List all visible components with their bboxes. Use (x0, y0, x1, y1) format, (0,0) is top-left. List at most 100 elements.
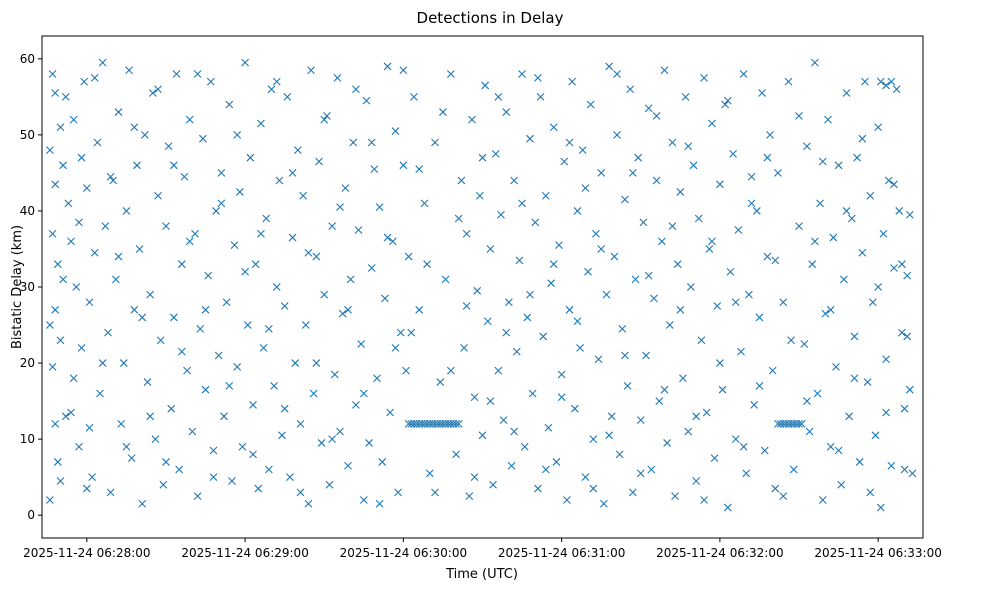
data-point (555, 241, 563, 250)
data-point (249, 450, 257, 459)
data-point (130, 305, 139, 314)
data-point (876, 503, 885, 512)
data-point (64, 199, 73, 208)
data-point (689, 161, 698, 170)
data-point (592, 229, 600, 238)
data-point (810, 237, 819, 246)
data-point (642, 351, 650, 360)
data-point (803, 397, 811, 405)
data-point (663, 439, 672, 447)
data-point (138, 499, 147, 508)
data-point (497, 210, 505, 219)
data-point (220, 412, 228, 421)
data-point (272, 77, 281, 86)
data-point (125, 66, 133, 75)
data-point (354, 226, 363, 234)
data-point (257, 119, 265, 128)
data-point (375, 499, 384, 508)
data-point (328, 222, 337, 231)
data-point (201, 385, 210, 394)
data-point (193, 70, 202, 78)
data-point (111, 275, 120, 284)
data-point (185, 237, 194, 246)
data-point (771, 484, 780, 493)
data-point (127, 454, 136, 463)
data-point (499, 416, 508, 424)
data-point (621, 195, 629, 204)
data-point (267, 85, 276, 94)
data-point (774, 169, 782, 177)
data-point (694, 214, 703, 223)
data-point (391, 343, 400, 352)
y-axis-label: Bistatic Delay (km) (10, 225, 25, 349)
x-axis: 2025-11-24 06:28:00 2025-11-24 06:29:00 20… (23, 538, 942, 560)
data-point (742, 469, 751, 478)
data-point (684, 142, 693, 151)
data-point (573, 207, 582, 215)
data-point (766, 130, 774, 139)
data-point (605, 62, 613, 71)
data-point (396, 328, 405, 337)
data-point (183, 366, 191, 375)
data-point (847, 214, 856, 223)
data-point (251, 260, 260, 269)
data-point (634, 153, 643, 162)
data-point (402, 366, 410, 375)
data-point (315, 157, 323, 166)
data-point (375, 203, 384, 212)
data-point (536, 92, 545, 101)
data-point (708, 237, 716, 246)
data-point (700, 496, 708, 504)
x-axis-label: Time (UTC) (445, 567, 518, 582)
data-point (72, 283, 81, 291)
data-point (82, 184, 91, 193)
data-point (713, 302, 722, 310)
data-point (344, 305, 352, 314)
data-point (388, 237, 397, 246)
data-point (206, 77, 215, 86)
data-point (452, 450, 461, 459)
data-point (104, 328, 112, 337)
data-point (344, 461, 352, 470)
data-point (905, 385, 914, 394)
y-tick-label: 0 (27, 508, 35, 522)
data-point (549, 123, 558, 132)
data-point (209, 446, 218, 455)
data-point (526, 290, 534, 299)
data-point (283, 92, 292, 101)
data-point (534, 484, 542, 493)
data-point (167, 404, 176, 413)
data-point (304, 248, 313, 257)
data-point (655, 397, 664, 405)
data-point (702, 408, 711, 417)
data-point (868, 298, 877, 307)
data-point (193, 492, 202, 501)
data-point (46, 496, 54, 504)
data-point (723, 503, 732, 512)
data-point (264, 465, 273, 474)
data-point (51, 180, 60, 189)
data-point (243, 321, 252, 329)
data-point (636, 416, 645, 424)
data-point (491, 150, 500, 158)
data-point (660, 66, 669, 75)
data-point (697, 336, 706, 345)
data-point (810, 58, 819, 67)
data-point (423, 260, 431, 269)
data-points (46, 58, 917, 512)
data-point (816, 199, 825, 208)
data-point (768, 366, 777, 375)
data-point (391, 127, 400, 135)
data-point (325, 480, 334, 489)
data-point (288, 169, 297, 177)
data-point (457, 176, 466, 185)
data-point (241, 58, 249, 67)
data-point (90, 73, 99, 82)
data-point (51, 89, 60, 97)
data-point (502, 108, 511, 116)
data-point (177, 347, 186, 356)
data-point (874, 283, 883, 291)
data-point (241, 267, 249, 276)
data-point (541, 191, 550, 200)
data-point (352, 85, 360, 94)
